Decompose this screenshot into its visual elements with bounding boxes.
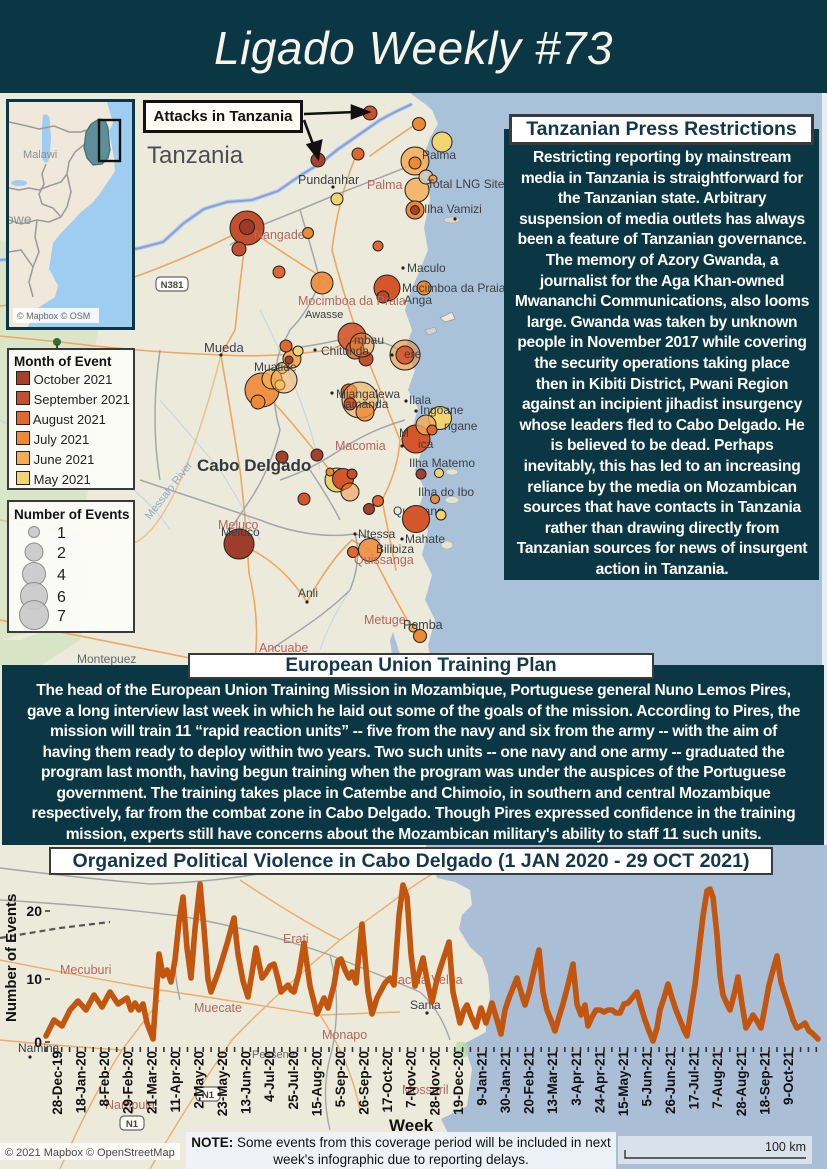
svg-text:20-Feb-21: 20-Feb-21 (522, 1051, 537, 1115)
svg-text:Ilha Vamizi: Ilha Vamizi (424, 202, 482, 216)
svg-text:17-Oct-20: 17-Oct-20 (380, 1051, 395, 1113)
svg-text:3-Apr-21: 3-Apr-21 (569, 1051, 584, 1106)
svg-text:Number of Events: Number of Events (3, 894, 20, 1022)
svg-text:Muecate: Muecate (194, 1001, 242, 1015)
svg-text:Anga: Anga (404, 293, 432, 307)
svg-text:Ancuabe: Ancuabe (259, 641, 308, 655)
svg-text:Mossuril: Mossuril (402, 1083, 449, 1097)
svg-text:NOTE: Some events from this co: NOTE: Some events from this coverage per… (191, 1135, 611, 1150)
svg-text:28-Nov-20: 28-Nov-20 (427, 1051, 442, 1116)
svg-text:Pemba: Pemba (403, 618, 443, 632)
svg-text:© 2021 Mapbox © OpenStreetMap: © 2021 Mapbox © OpenStreetMap (5, 1147, 175, 1159)
svg-text:Week: Week (389, 1116, 434, 1135)
svg-text:Total LNG Site: Total LNG Site (427, 177, 505, 191)
svg-text:4: 4 (57, 567, 66, 584)
svg-text:26-Sep-20: 26-Sep-20 (357, 1051, 372, 1115)
svg-text:6: 6 (57, 589, 66, 606)
svg-text:Mueda: Mueda (204, 340, 245, 355)
svg-text:Chitunda: Chitunda (321, 344, 369, 358)
svg-text:9-Jan-21: 9-Jan-21 (474, 1051, 489, 1106)
svg-text:Mecuburi: Mecuburi (60, 963, 111, 977)
svg-text:25-Jul-20: 25-Jul-20 (286, 1051, 301, 1110)
svg-text:13-Jun-20: 13-Jun-20 (239, 1051, 254, 1114)
svg-text:Palma: Palma (367, 178, 402, 192)
svg-text:Metuge: Metuge (364, 613, 406, 627)
svg-text:owe: owe (9, 211, 32, 227)
svg-text:9-Oct-21: 9-Oct-21 (781, 1051, 796, 1106)
svg-text:Bilibiza: Bilibiza (376, 542, 414, 556)
svg-text:ere: ere (404, 347, 422, 361)
svg-text:N1: N1 (126, 1119, 139, 1130)
svg-text:Cabo Delgado: Cabo Delgado (197, 456, 311, 475)
svg-text:11-Apr-20: 11-Apr-20 (168, 1051, 183, 1113)
svg-text:Awasse: Awasse (305, 309, 343, 321)
svg-text:10: 10 (26, 971, 42, 987)
svg-text:19-Dec-20: 19-Dec-20 (451, 1051, 466, 1115)
svg-text:Ilha do Ibo: Ilha do Ibo (418, 485, 474, 499)
svg-text:8-Feb-20: 8-Feb-20 (97, 1051, 112, 1107)
svg-text:Ingoane: Ingoane (420, 403, 464, 417)
svg-text:28-Aug-21: 28-Aug-21 (734, 1051, 749, 1117)
svg-text:1: 1 (57, 525, 66, 542)
svg-text:Montepuez: Montepuez (77, 652, 136, 666)
svg-text:Maculo: Maculo (407, 261, 446, 275)
svg-text:7: 7 (57, 608, 66, 625)
svg-text:Macomia: Macomia (335, 439, 386, 453)
svg-text:Tanzania: Tanzania (147, 142, 244, 169)
svg-text:5-Jun-21: 5-Jun-21 (640, 1051, 655, 1107)
svg-text:0: 0 (34, 1034, 42, 1050)
svg-text:ica: ica (418, 437, 434, 451)
svg-text:18-Jan-20: 18-Jan-20 (74, 1051, 89, 1113)
svg-text:2-May-20: 2-May-20 (192, 1051, 207, 1109)
svg-text:24-Apr-21: 24-Apr-21 (592, 1051, 607, 1114)
svg-text:26-Jun-21: 26-Jun-21 (663, 1051, 678, 1115)
svg-text:2: 2 (57, 545, 66, 562)
svg-text:Pessene: Pessene (252, 1049, 295, 1061)
svg-text:Sania: Sania (410, 998, 441, 1012)
svg-text:Pundanhar: Pundanhar (298, 173, 359, 187)
svg-text:100 km: 100 km (765, 1140, 806, 1154)
svg-text:29-Feb-20: 29-Feb-20 (121, 1051, 136, 1114)
svg-text:Ilha Matemo: Ilha Matemo (409, 456, 475, 470)
svg-text:Mocimboa da Praia: Mocimboa da Praia (402, 281, 506, 295)
svg-text:Malawi: Malawi (23, 149, 57, 161)
svg-text:4-Jul-20: 4-Jul-20 (262, 1051, 277, 1102)
svg-text:28-Dec-19: 28-Dec-19 (50, 1051, 65, 1115)
svg-text:20: 20 (26, 903, 42, 919)
svg-text:7-Aug-21: 7-Aug-21 (710, 1051, 725, 1109)
svg-text:Meluco: Meluco (221, 525, 260, 539)
svg-text:mbau: mbau (354, 333, 384, 347)
svg-text:21-Mar-20: 21-Mar-20 (144, 1051, 159, 1114)
svg-text:5-Sep-20: 5-Sep-20 (333, 1051, 348, 1107)
svg-text:23-May-20: 23-May-20 (215, 1051, 230, 1116)
svg-text:17-Jul-21: 17-Jul-21 (687, 1051, 702, 1110)
svg-text:13-Mar-21: 13-Mar-21 (545, 1051, 560, 1115)
svg-text:Palma: Palma (422, 148, 456, 162)
svg-text:amanda: amanda (345, 397, 389, 411)
svg-text:18-Sep-21: 18-Sep-21 (757, 1051, 772, 1115)
svg-text:Nampula: Nampula (105, 1098, 155, 1112)
svg-text:15-Aug-20: 15-Aug-20 (309, 1051, 324, 1116)
svg-text:Quissanga: Quissanga (354, 553, 414, 567)
svg-text:Monapo: Monapo (322, 1028, 367, 1042)
svg-text:15-May-21: 15-May-21 (616, 1051, 631, 1117)
svg-text:Anli: Anli (298, 586, 318, 600)
svg-text:week's infographic due to repo: week's infographic due to reporting dela… (272, 1152, 528, 1167)
svg-text:N381: N381 (161, 280, 184, 291)
svg-text:N1: N1 (202, 1090, 215, 1101)
svg-text:Mocimboa da Praia: Mocimboa da Praia (298, 294, 406, 308)
svg-text:Mahate: Mahate (405, 532, 445, 546)
svg-text:Miangalewa: Miangalewa (336, 387, 400, 401)
svg-text:ngane: ngane (444, 419, 478, 433)
svg-text:Namina: Namina (18, 1041, 60, 1055)
svg-text:M: M (399, 426, 409, 440)
svg-text:© Mapbox © OSM: © Mapbox © OSM (17, 311, 90, 321)
svg-text:Nangade: Nangade (254, 228, 305, 242)
svg-text:Ntessa: Ntessa (358, 527, 396, 541)
svg-text:Ilala: Ilala (409, 393, 431, 407)
svg-text:Muatide: Muatide (254, 360, 297, 374)
svg-text:30-Jan-21: 30-Jan-21 (498, 1051, 513, 1114)
svg-text:7-Nov-20: 7-Nov-20 (404, 1051, 419, 1108)
svg-text:Meluco: Meluco (218, 518, 258, 532)
